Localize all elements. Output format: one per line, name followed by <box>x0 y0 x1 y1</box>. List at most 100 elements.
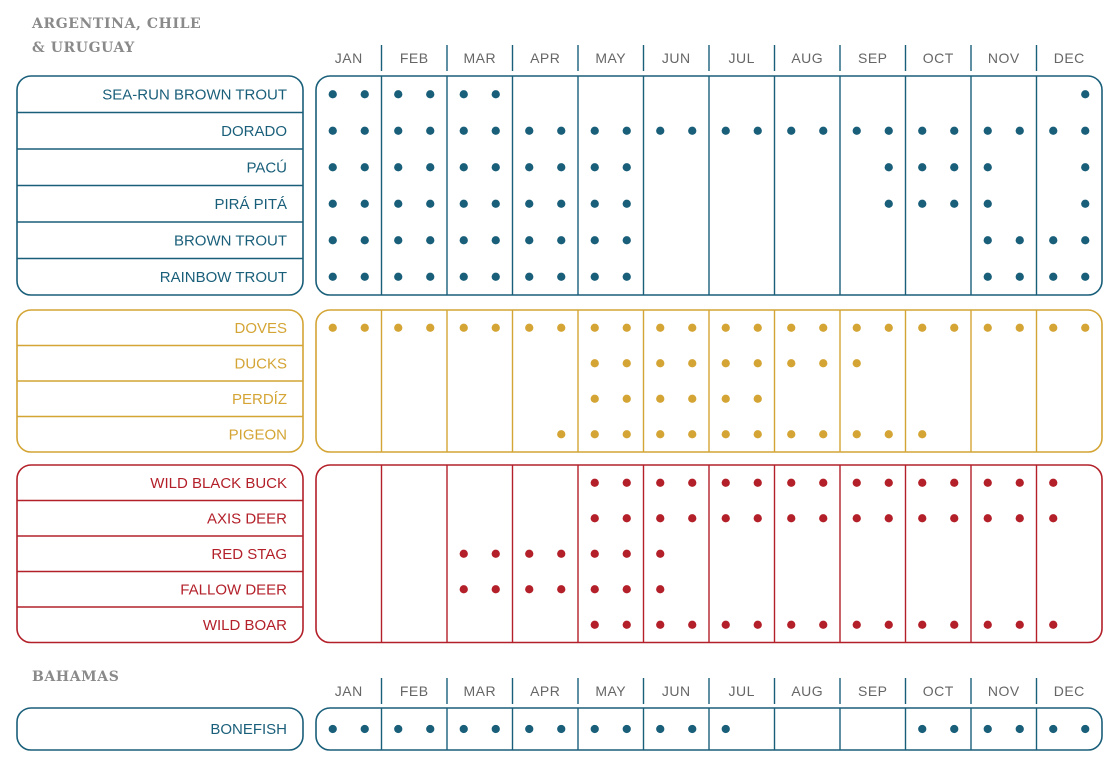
season-dot-brown-trout <box>491 236 500 245</box>
season-dot-pira-pita <box>525 199 534 208</box>
season-dot-perdiz <box>688 394 697 403</box>
season-dot-rainbow-trout <box>1015 272 1024 281</box>
season-dot-fallow-deer <box>622 585 631 594</box>
season-dot-brown-trout <box>590 236 599 245</box>
species-label-doves: DOVES <box>234 320 287 337</box>
season-dot-dorado <box>819 126 828 135</box>
season-dot-wild-boar <box>918 620 927 629</box>
season-dot-wild-black-buck <box>787 478 796 487</box>
season-dot-axis-deer <box>721 514 730 523</box>
season-dot-axis-deer <box>819 514 828 523</box>
season-dot-doves <box>884 323 893 332</box>
season-dot-doves <box>491 323 500 332</box>
season-dot-rainbow-trout <box>328 272 337 281</box>
season-dot-dorado <box>426 126 435 135</box>
season-dot-red-stag <box>491 549 500 558</box>
season-dot-rainbow-trout <box>360 272 369 281</box>
species-label-fallow-deer: FALLOW DEER <box>180 581 287 598</box>
season-dot-rainbow-trout <box>426 272 435 281</box>
season-dot-doves <box>459 323 468 332</box>
argentina-month-feb: FEB <box>400 50 429 66</box>
season-dot-doves <box>852 323 861 332</box>
season-dot-brown-trout <box>1015 236 1024 245</box>
season-dot-bonefish <box>525 724 534 734</box>
season-dot-wild-black-buck <box>590 478 599 487</box>
season-dot-pacu <box>525 163 534 172</box>
season-dot-axis-deer <box>753 514 762 523</box>
species-label-ducks: DUCKS <box>234 355 287 372</box>
season-dot-dorado <box>491 126 500 135</box>
season-dot-dorado <box>721 126 730 135</box>
season-dot-perdiz <box>753 394 762 403</box>
species-label-axis-deer: AXIS DEER <box>207 510 287 527</box>
season-dot-pacu <box>884 163 893 172</box>
season-dot-pigeon <box>622 430 631 439</box>
season-dot-perdiz <box>721 394 730 403</box>
bahamas-month-apr: APR <box>530 683 560 699</box>
season-dot-pacu <box>950 163 959 172</box>
species-label-sea-run-brown-trout: SEA-RUN BROWN TROUT <box>102 86 287 103</box>
season-dot-pigeon <box>884 430 893 439</box>
season-dot-doves <box>557 323 566 332</box>
argentina-month-apr: APR <box>530 50 560 66</box>
argentina-month-jun: JUN <box>662 50 691 66</box>
season-dot-pira-pita <box>622 199 631 208</box>
season-dot-bonefish <box>557 724 566 734</box>
region-title-argentina: ARGENTINA, CHILE <box>31 16 201 32</box>
season-dot-pigeon <box>787 430 796 439</box>
season-dot-doves <box>394 323 403 332</box>
season-dot-bonefish <box>721 724 730 734</box>
season-dot-doves <box>983 323 992 332</box>
season-dot-axis-deer <box>688 514 697 523</box>
season-dot-dorado <box>622 126 631 135</box>
season-dot-axis-deer <box>983 514 992 523</box>
season-dot-fallow-deer <box>557 585 566 594</box>
season-dot-pacu <box>491 163 500 172</box>
species-label-red-stag: RED STAG <box>211 546 287 563</box>
season-dot-bonefish <box>1081 724 1090 734</box>
season-dot-bonefish <box>622 724 631 734</box>
season-dot-pigeon <box>721 430 730 439</box>
season-dot-dorado <box>753 126 762 135</box>
bahamas-month-may: MAY <box>595 683 626 699</box>
season-dot-fallow-deer <box>525 585 534 594</box>
season-dot-pira-pita <box>884 199 893 208</box>
season-dot-axis-deer <box>1015 514 1024 523</box>
season-dot-pira-pita <box>950 199 959 208</box>
season-dot-wild-boar <box>819 620 828 629</box>
season-dot-wild-boar <box>983 620 992 629</box>
season-dot-axis-deer <box>622 514 631 523</box>
season-dot-red-stag <box>622 549 631 558</box>
season-dot-dorado <box>852 126 861 135</box>
season-dot-pacu <box>426 163 435 172</box>
season-dot-wild-boar <box>753 620 762 629</box>
season-dot-red-stag <box>590 549 599 558</box>
species-label-pacu: PACÚ <box>246 159 287 176</box>
season-dot-sea-run-brown-trout <box>426 90 435 99</box>
season-dot-bonefish <box>459 724 468 734</box>
season-dot-red-stag <box>557 549 566 558</box>
season-dot-axis-deer <box>1049 514 1058 523</box>
season-dot-axis-deer <box>852 514 861 523</box>
season-dot-brown-trout <box>426 236 435 245</box>
season-dot-ducks <box>819 359 828 368</box>
season-dot-brown-trout <box>622 236 631 245</box>
season-dot-rainbow-trout <box>590 272 599 281</box>
bahamas-month-jun: JUN <box>662 683 691 699</box>
season-dot-bonefish <box>394 724 403 734</box>
season-dot-rainbow-trout <box>491 272 500 281</box>
season-dot-pigeon <box>753 430 762 439</box>
season-dot-axis-deer <box>787 514 796 523</box>
season-dot-sea-run-brown-trout <box>328 90 337 99</box>
season-dot-doves <box>688 323 697 332</box>
argentina-month-may: MAY <box>595 50 626 66</box>
season-dot-wild-boar <box>787 620 796 629</box>
season-dot-dorado <box>590 126 599 135</box>
season-dot-brown-trout <box>459 236 468 245</box>
season-dot-ducks <box>688 359 697 368</box>
season-dot-dorado <box>328 126 337 135</box>
bahamas-month-jul: JUL <box>729 683 755 699</box>
season-dot-pira-pita <box>918 199 927 208</box>
season-dot-bonefish <box>426 724 435 734</box>
